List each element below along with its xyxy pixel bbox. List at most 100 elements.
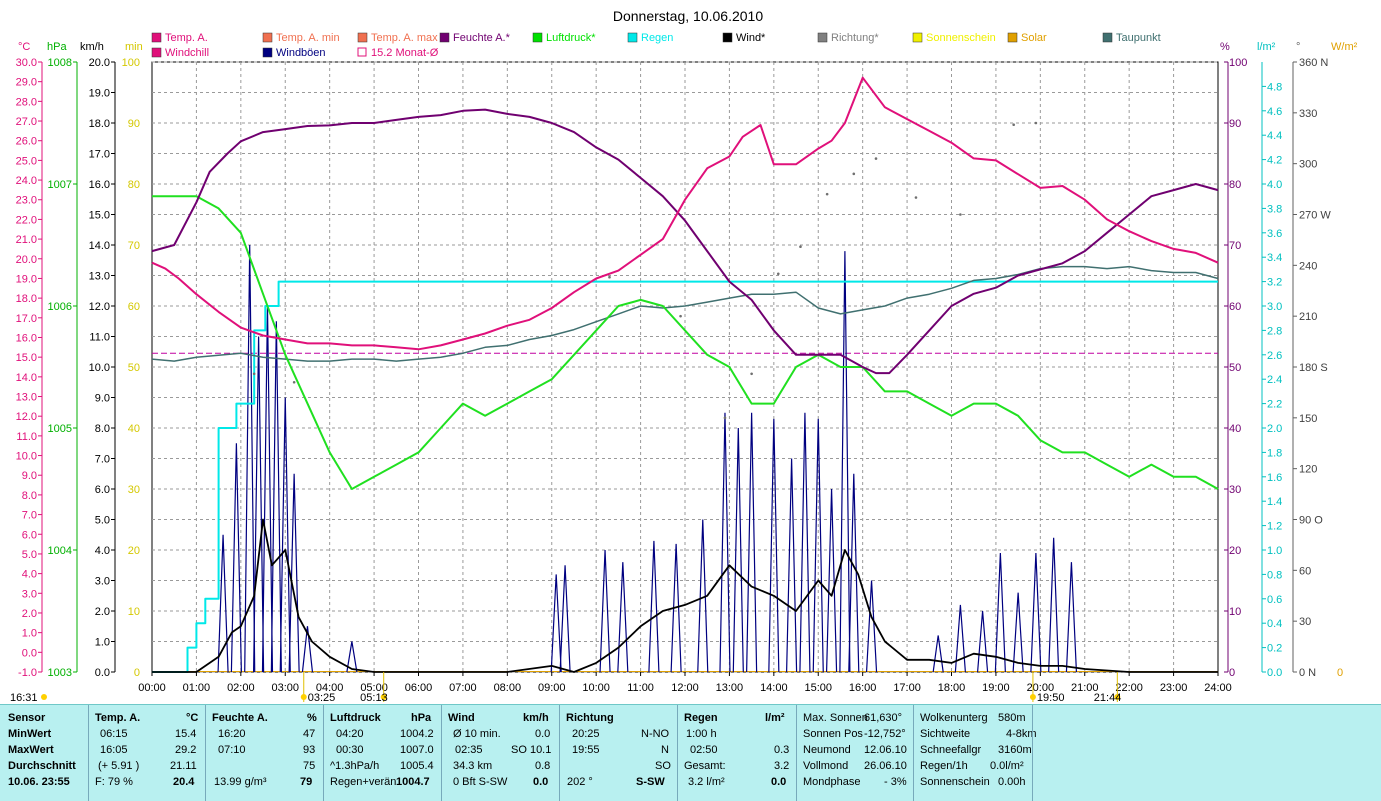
gust-spike — [244, 244, 256, 673]
rain-tick-label: 1.6 — [1267, 472, 1282, 484]
minutes-tick-label: 0 — [134, 667, 140, 679]
temp-tick-label: 5.0 — [22, 549, 37, 561]
legend-label: Solar — [1021, 32, 1047, 44]
temp-tick-label: 19.0 — [16, 273, 37, 285]
press-tick-label: 1008 — [48, 57, 72, 69]
time-tick-label: 18:00 — [938, 682, 966, 694]
wind-tick-label: 12.0 — [89, 301, 110, 313]
temp-unit: °C — [186, 712, 199, 724]
sun-icon — [380, 694, 387, 700]
rain-tick-label: 0.2 — [1267, 643, 1282, 655]
dir-value-3: SO — [655, 760, 671, 772]
direction-point — [825, 192, 829, 196]
wind-tick-label: 16.0 — [89, 179, 110, 191]
minutes-tick-label: 100 — [122, 57, 140, 69]
legend-label: Taupunkt — [1116, 32, 1161, 44]
divider — [796, 705, 797, 801]
temp-tick-label: 13.0 — [16, 392, 37, 404]
rain-total-label: Gesamt: — [684, 760, 726, 772]
wind-tick-label: 4.0 — [95, 545, 110, 557]
legend-swatch — [1102, 32, 1113, 43]
dir-current: S-SW — [636, 776, 665, 788]
rain-tick-label: 0.4 — [1267, 618, 1282, 630]
legend-label: Windböen — [276, 47, 326, 59]
wind-tick-label: 1.0 — [95, 637, 110, 649]
wind-gust-value: SO 10.1 — [511, 744, 552, 756]
legend-swatch — [912, 32, 923, 43]
temp-tick-label: 7.0 — [22, 510, 37, 522]
gust-spike — [994, 553, 1006, 673]
hum-tick-label: 70 — [1229, 240, 1241, 252]
temp-tick-label: 1.0 — [22, 628, 37, 640]
time-tick-label: 22:00 — [1115, 682, 1143, 694]
time-tick-label: 11:00 — [627, 682, 654, 694]
wind-tick-label: 5.0 — [95, 515, 110, 527]
legend-swatch — [439, 32, 450, 43]
direction-point — [1034, 121, 1038, 125]
temp-tick-label: 28.0 — [16, 96, 37, 108]
hum-tick-label: 40 — [1229, 423, 1241, 435]
wind-tick-label: 18.0 — [89, 118, 110, 130]
legend-swatch — [151, 32, 162, 43]
wind-header: Wind — [448, 712, 475, 724]
hum-unit-label: % — [1220, 41, 1230, 53]
gust-spike — [550, 574, 562, 673]
minutes-tick-label: 50 — [128, 362, 140, 374]
row-avg-label: Durchschnitt — [8, 760, 76, 772]
gust-spike — [768, 418, 780, 673]
temp-tick-label: 27.0 — [16, 116, 37, 128]
rain-tick-label: 2.6 — [1267, 350, 1282, 362]
legend-label: Temp. A. min — [276, 32, 340, 44]
sun-icon — [1029, 694, 1036, 700]
wind-tick-label: 8.0 — [95, 423, 110, 435]
hum-current: 79 — [300, 776, 313, 788]
hum-tick-label: 10 — [1229, 606, 1241, 618]
press-header: Luftdruck — [330, 712, 381, 724]
hum-tick-label: 80 — [1229, 179, 1241, 191]
direction-point — [608, 275, 611, 279]
humidity-line — [151, 108, 1219, 375]
timestamp: 10.06. 23:55 — [8, 776, 70, 788]
legend-swatch — [722, 32, 733, 43]
time-tick-label: 07:00 — [449, 682, 477, 694]
temp-avg-extra: (+ 5.91 ) — [98, 760, 140, 772]
time-tick-label: 17:00 — [893, 682, 921, 694]
hum-min-time: 16:20 — [218, 728, 246, 740]
minutes-tick-label: 90 — [128, 118, 140, 130]
gust-spike — [1012, 592, 1024, 673]
time-tick-label: 00:00 — [138, 682, 166, 694]
direction-point — [252, 372, 256, 376]
time-tick-label: 06:00 — [405, 682, 433, 694]
divider — [1032, 705, 1033, 801]
temp-current: 20.4 — [173, 776, 195, 788]
divider — [913, 705, 914, 801]
wind-tick-label: 19.0 — [89, 88, 110, 100]
sunrise-label: 05:13 — [360, 692, 388, 704]
minutes-tick-label: 30 — [128, 484, 140, 496]
gust-spike — [697, 519, 709, 673]
legend-label: Temp. A. max — [371, 32, 438, 44]
wind-tick-label: 15.0 — [89, 210, 110, 222]
rain-tick-label: 4.0 — [1267, 179, 1282, 191]
temp-unit-label: °C — [18, 41, 30, 53]
press-tick-label: 1006 — [48, 301, 72, 313]
divider — [559, 705, 560, 801]
temp-tick-label: 20.0 — [16, 254, 37, 266]
direction-point — [750, 372, 753, 376]
chart-title: Donnerstag, 10.06.2010 — [613, 8, 763, 24]
time-tick-label: 14:00 — [760, 682, 788, 694]
gust-spike — [1065, 562, 1078, 673]
wind-tick-label: 2.0 — [95, 606, 110, 618]
temp-tick-label: 24.0 — [16, 175, 37, 187]
minutes-tick-label: 20 — [128, 545, 140, 557]
temp-tick-label: 11.0 — [16, 431, 37, 443]
temp-tick-label: 6.0 — [22, 529, 37, 541]
gust-spike — [732, 427, 744, 673]
wind-tick-label: 17.0 — [89, 149, 110, 161]
dir-time-1: 20:25 — [572, 728, 600, 740]
time-tick-label: 12:00 — [671, 682, 699, 694]
rain-tick-label: 4.4 — [1267, 130, 1282, 142]
rain-tick-label: 4.8 — [1267, 81, 1282, 93]
hum-header: Feuchte A. — [212, 712, 268, 724]
time-tick-label: 24:00 — [1204, 682, 1232, 694]
